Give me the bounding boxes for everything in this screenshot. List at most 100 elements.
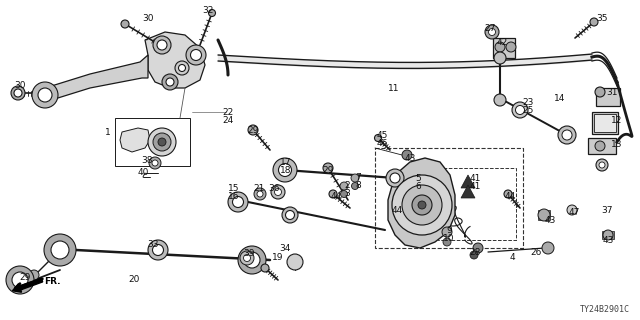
- Circle shape: [11, 86, 25, 100]
- Circle shape: [494, 94, 506, 106]
- Text: 3: 3: [344, 188, 350, 197]
- Circle shape: [329, 190, 337, 198]
- Text: 46: 46: [376, 139, 388, 148]
- Circle shape: [248, 125, 258, 135]
- Circle shape: [402, 150, 412, 160]
- Circle shape: [32, 82, 58, 108]
- Bar: [592, 112, 618, 134]
- Circle shape: [542, 242, 554, 254]
- Bar: [596, 88, 620, 106]
- Bar: [375, 148, 523, 248]
- Text: FR.: FR.: [44, 277, 61, 286]
- Circle shape: [596, 159, 608, 171]
- Text: 44: 44: [330, 191, 342, 201]
- Circle shape: [12, 272, 28, 288]
- Text: 44: 44: [392, 205, 403, 214]
- Circle shape: [504, 190, 512, 198]
- Text: 43: 43: [602, 236, 614, 244]
- Text: 11: 11: [388, 84, 400, 92]
- Bar: [538, 210, 550, 220]
- Text: 14: 14: [554, 93, 566, 102]
- Circle shape: [38, 88, 52, 102]
- Circle shape: [512, 102, 528, 118]
- Circle shape: [228, 192, 248, 212]
- Circle shape: [232, 196, 243, 207]
- Bar: [438, 168, 516, 240]
- Text: 42: 42: [497, 37, 508, 46]
- Circle shape: [257, 191, 263, 197]
- Text: 35: 35: [596, 13, 608, 22]
- Circle shape: [175, 61, 189, 75]
- Circle shape: [473, 243, 483, 253]
- Circle shape: [386, 169, 404, 187]
- Text: 43: 43: [404, 154, 416, 163]
- Polygon shape: [461, 175, 475, 188]
- Text: 39: 39: [243, 250, 255, 259]
- Circle shape: [244, 252, 260, 268]
- Text: 32: 32: [202, 5, 214, 14]
- Circle shape: [558, 126, 576, 144]
- Circle shape: [149, 157, 161, 169]
- Text: 26: 26: [531, 247, 541, 257]
- Text: 43: 43: [544, 215, 556, 225]
- Circle shape: [186, 45, 206, 65]
- Text: 33: 33: [147, 239, 159, 249]
- Text: 41: 41: [469, 173, 481, 182]
- Circle shape: [285, 211, 294, 220]
- Circle shape: [412, 195, 432, 215]
- Circle shape: [495, 42, 505, 52]
- Text: 8: 8: [355, 180, 361, 189]
- Bar: [602, 231, 614, 239]
- Text: 15: 15: [228, 183, 240, 193]
- Text: 30: 30: [142, 13, 154, 22]
- Text: 27: 27: [484, 23, 496, 33]
- Bar: [115, 118, 190, 166]
- Text: 6: 6: [415, 181, 421, 190]
- Text: 44: 44: [504, 191, 516, 201]
- Circle shape: [515, 106, 525, 115]
- Circle shape: [13, 88, 23, 98]
- Text: 17: 17: [280, 157, 292, 166]
- Circle shape: [240, 251, 254, 265]
- Circle shape: [470, 251, 478, 259]
- Circle shape: [340, 190, 348, 197]
- Text: 25: 25: [522, 106, 534, 115]
- Circle shape: [390, 173, 400, 183]
- Text: 5: 5: [415, 173, 421, 182]
- Circle shape: [238, 246, 266, 274]
- Circle shape: [153, 133, 171, 151]
- Text: 16: 16: [228, 191, 240, 201]
- Circle shape: [599, 162, 605, 168]
- Text: 29: 29: [247, 125, 259, 134]
- Text: 10: 10: [444, 234, 455, 243]
- Text: 22: 22: [222, 108, 234, 116]
- Circle shape: [538, 209, 550, 221]
- Circle shape: [271, 185, 285, 199]
- Circle shape: [567, 205, 577, 215]
- FancyArrow shape: [13, 278, 43, 292]
- Text: 38: 38: [141, 156, 153, 164]
- Circle shape: [148, 240, 168, 260]
- Circle shape: [273, 158, 297, 182]
- Polygon shape: [405, 172, 430, 198]
- Text: 29: 29: [19, 274, 31, 283]
- Text: 47: 47: [568, 207, 580, 217]
- Text: 7: 7: [355, 172, 361, 181]
- Circle shape: [351, 182, 358, 189]
- Text: 29: 29: [323, 165, 333, 174]
- Text: 36: 36: [268, 183, 280, 193]
- Circle shape: [414, 174, 422, 182]
- Text: 34: 34: [279, 244, 291, 252]
- Circle shape: [162, 74, 178, 90]
- Circle shape: [51, 241, 69, 259]
- Circle shape: [209, 10, 216, 17]
- Text: 18: 18: [280, 165, 292, 174]
- Circle shape: [351, 174, 359, 182]
- Circle shape: [323, 163, 333, 173]
- Polygon shape: [388, 158, 455, 248]
- Text: 37: 37: [601, 205, 612, 214]
- Text: 13: 13: [611, 140, 623, 148]
- Circle shape: [14, 89, 22, 97]
- Circle shape: [44, 234, 76, 266]
- Circle shape: [179, 65, 186, 71]
